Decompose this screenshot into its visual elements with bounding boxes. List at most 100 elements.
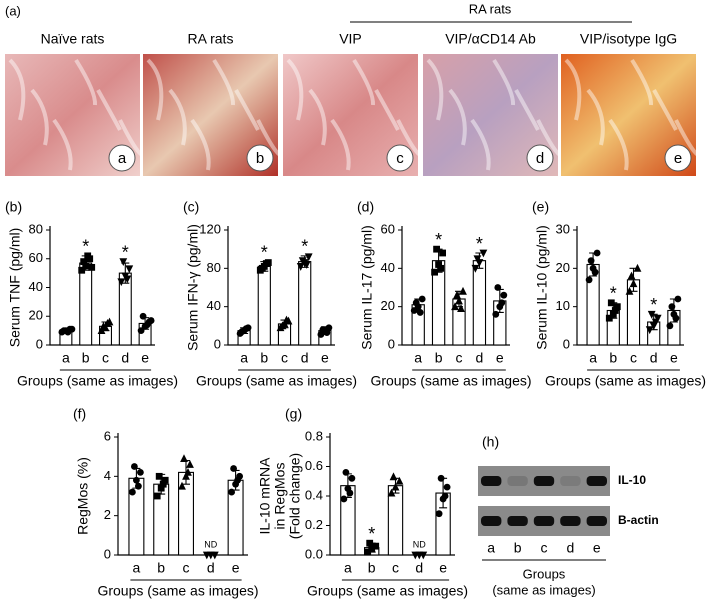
y-tick-label: 2 [104, 507, 111, 522]
y-axis-label: RegMos (%) [75, 457, 91, 535]
y-tick-label: 40 [381, 260, 395, 275]
data-point [451, 302, 459, 311]
data-point [366, 539, 374, 547]
image-letter: b [256, 150, 264, 167]
x-tick-label: a [240, 350, 248, 366]
data-point [389, 472, 398, 481]
blot-band [481, 476, 502, 486]
data-point [131, 463, 138, 470]
y-tick-label: 30 [556, 221, 570, 236]
data-point [296, 263, 305, 271]
x-tick-label: b [368, 560, 376, 576]
y-tick-label: 0.2 [305, 517, 323, 532]
annotation: * [650, 295, 657, 315]
data-point [391, 482, 400, 491]
tissue-texture [674, 119, 703, 158]
x-tick-label: e [232, 560, 240, 576]
tissue-texture [470, 118, 491, 171]
tissue-texture [448, 88, 467, 146]
y-tick-label: 80 [29, 221, 43, 236]
data-point [418, 295, 426, 303]
x-tick-label: e [496, 350, 504, 366]
image-letter: a [118, 150, 127, 167]
x-axis-label: Groups (same as images) [545, 373, 706, 389]
data-point [88, 263, 96, 271]
data-point [230, 465, 238, 472]
data-point [439, 249, 446, 257]
y-tick-label: 10 [556, 298, 570, 313]
annotation: * [82, 237, 89, 257]
x-tick-label: c [183, 560, 190, 576]
image-badge [526, 144, 554, 172]
data-point [500, 291, 508, 299]
data-point [609, 310, 617, 318]
bar [298, 261, 312, 346]
x-axis-label: (same as images) [492, 582, 595, 597]
tissue-texture [330, 118, 351, 171]
data-point [323, 329, 331, 336]
y-tick-label: 60 [381, 221, 395, 236]
image-title: Naïve rats [41, 31, 105, 47]
annotation: * [261, 242, 268, 262]
tissue-texture [586, 88, 605, 146]
data-point [607, 299, 615, 307]
data-point [364, 548, 372, 556]
tissue-texture [146, 58, 164, 121]
data-point [672, 314, 680, 322]
tissue-texture [352, 58, 376, 106]
tissue-texture [74, 58, 98, 106]
annotation: * [122, 242, 129, 262]
tissue-texture [396, 119, 425, 158]
data-point [155, 472, 163, 480]
x-tick-label: c [630, 350, 637, 366]
annotation: * [368, 524, 375, 544]
tissue-texture [426, 58, 444, 121]
x-tick-label: b [609, 350, 617, 366]
lane-label: d [567, 540, 575, 556]
panel-label: (b) [5, 199, 22, 215]
x-tick-label: d [207, 560, 215, 576]
x-tick-label: a [414, 350, 422, 366]
data-point [437, 264, 444, 272]
data-point [282, 315, 291, 324]
image-title: VIP [339, 31, 362, 47]
annotation: * [610, 284, 617, 304]
image-letter: d [536, 150, 544, 167]
data-point [137, 469, 144, 476]
y-axis-label: Serum TNF (pg/ml) [7, 228, 23, 348]
data-point [473, 255, 482, 264]
annotation: ND [413, 539, 426, 549]
tissue-texture [190, 118, 211, 171]
data-point [161, 476, 169, 484]
y-tick-label: 0.8 [305, 428, 323, 443]
data-point [587, 257, 595, 265]
data-point [416, 309, 424, 316]
bar [79, 262, 93, 346]
image-badge [246, 144, 274, 172]
data-point [613, 303, 621, 311]
data-point [129, 488, 136, 496]
y-tick-label: 0 [104, 546, 111, 561]
data-point [395, 476, 404, 485]
data-point [119, 258, 128, 267]
data-point [159, 480, 167, 488]
y-axis-label: in RegMos [272, 463, 288, 530]
lane-label: c [541, 540, 548, 556]
panel-label: (c) [183, 199, 199, 215]
blot-band [560, 476, 581, 486]
data-point [340, 495, 348, 503]
x-tick-label: b [435, 350, 443, 366]
x-tick-label: d [121, 350, 129, 366]
data-point [419, 551, 428, 560]
data-point [298, 257, 307, 266]
x-axis-label: Groups (same as images) [97, 583, 258, 599]
x-tick-label: e [321, 350, 329, 366]
x-tick-label: d [650, 350, 658, 366]
data-point [182, 471, 190, 480]
data-point [651, 318, 660, 327]
x-axis-label: Groups (same as images) [17, 373, 178, 389]
data-point [242, 325, 250, 333]
x-axis-label: Groups (same as images) [196, 373, 357, 389]
data-point [157, 484, 165, 492]
lane-label: a [487, 540, 495, 556]
